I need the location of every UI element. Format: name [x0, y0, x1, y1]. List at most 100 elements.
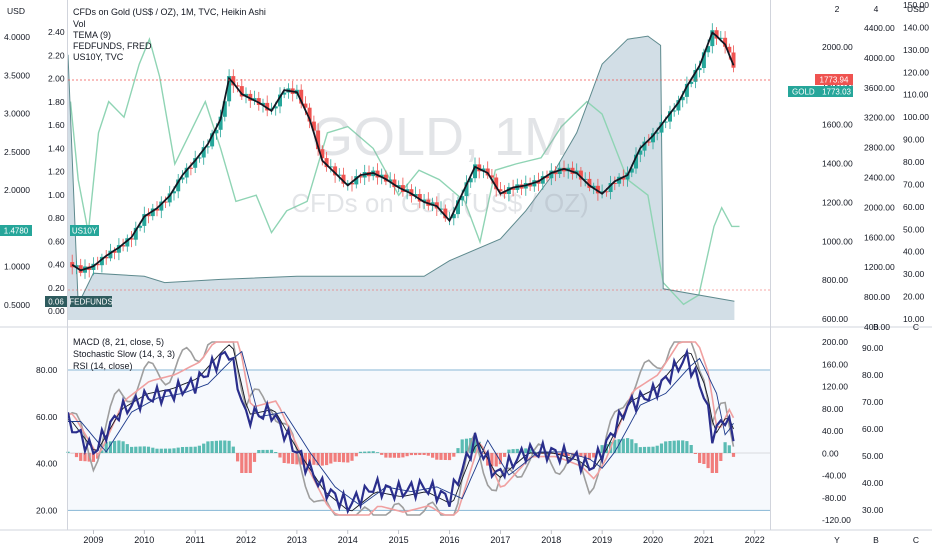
candle-body [282, 92, 287, 95]
corner-right-2: C [913, 322, 919, 332]
right-mid-tick: 1200.00 [864, 262, 895, 272]
macd-histogram-bar [227, 440, 231, 453]
candle-body [184, 167, 189, 178]
candle-body [125, 238, 130, 247]
usd-right-label: USD [907, 4, 925, 14]
macd-histogram-bar [248, 453, 252, 473]
right-outer-tick: 80.00 [903, 157, 925, 167]
candle-body [731, 52, 736, 68]
corner-bottom-2: B [873, 535, 879, 545]
macd-histogram-bar [83, 453, 87, 462]
macd-histogram-bar [418, 453, 422, 455]
candle-body [193, 158, 198, 168]
corner-bottom-3: C [913, 535, 919, 545]
candle-body [345, 183, 350, 184]
macd-histogram-bar [443, 453, 447, 460]
macd-histogram-bar [104, 441, 108, 453]
candle-body [133, 227, 138, 240]
gold-price-tick: 2000.00 [822, 42, 853, 52]
candle-body [629, 168, 634, 173]
macd-histogram-bar [579, 453, 583, 457]
macd-histogram-bar [91, 453, 95, 462]
macd-histogram-bar [180, 447, 185, 453]
candle-body [545, 176, 549, 179]
time-tick-label: 2015 [389, 535, 409, 545]
macd-histogram-bar [507, 449, 511, 453]
macd-histogram-bar [125, 444, 129, 453]
macd-histogram-bar [600, 445, 604, 453]
candle-body [604, 191, 609, 193]
macd-histogram-bar [384, 453, 388, 458]
candle-body [138, 225, 143, 228]
time-tick-label: 2012 [236, 535, 256, 545]
fedfunds-left-tag-bg [45, 296, 67, 307]
candle-body [659, 122, 664, 133]
left-inner-tick: 0.80 [48, 213, 65, 223]
macd-histogram-bar [358, 451, 363, 453]
macd-histogram-bar [257, 450, 261, 453]
corner-top-2: 4 [874, 4, 879, 14]
macd-histogram-bar [664, 441, 668, 453]
candle-body [600, 191, 605, 194]
candle-body [307, 107, 312, 122]
candle-body [701, 52, 706, 68]
macd-histogram-bar [100, 450, 104, 453]
candle-body [405, 189, 410, 192]
osc-right-tick: 50.00 [862, 451, 884, 461]
candle-body [481, 168, 486, 172]
candle-body [502, 191, 507, 195]
macd-histogram-bar [363, 451, 367, 453]
close-tag-value: 1773.03 [822, 88, 851, 97]
macd-histogram-bar [274, 452, 278, 453]
macd-histogram-bar [108, 441, 112, 453]
time-tick-label: 2021 [694, 535, 714, 545]
macd-histogram-bar [320, 453, 324, 466]
close-tag-symbol: GOLD [792, 88, 815, 97]
candle-body [188, 167, 193, 169]
macd-histogram-bar [117, 440, 121, 453]
right-outer-tick: 70.00 [903, 179, 925, 189]
macd-histogram-bar [668, 441, 672, 453]
macd-histogram-bar [464, 438, 469, 453]
macd-histogram-bar [333, 453, 337, 462]
rsi-line [66, 347, 735, 515]
macd-histogram-bar [685, 441, 689, 453]
corner-right-1: B [873, 322, 879, 332]
candle-body [642, 141, 647, 151]
candle-body [693, 70, 698, 82]
candle-body [278, 94, 282, 107]
oscillator-pane [66, 341, 770, 516]
left-inner-tick: 2.40 [48, 27, 65, 37]
candle-body [172, 191, 176, 194]
macd-histogram-bar [380, 453, 384, 455]
macd-histogram-bar [566, 453, 570, 456]
candle-body [222, 101, 227, 117]
candle-body [167, 193, 172, 203]
candle-body [672, 110, 677, 112]
osc-left-tick: 80.00 [36, 365, 58, 375]
candle-body [595, 185, 600, 194]
gold-price-tick: 600.00 [822, 314, 848, 324]
candle-body [337, 174, 342, 176]
candle-body [210, 133, 215, 147]
right-outer-tick: 90.00 [903, 135, 925, 145]
candle-body [676, 100, 681, 111]
candle-body [621, 176, 626, 180]
macd-histogram-bar [303, 453, 307, 465]
right-outer-tick: 50.00 [903, 224, 925, 234]
macd-histogram-bar [341, 453, 346, 463]
macd-histogram-bar [350, 453, 354, 461]
macd-histogram-bar [528, 449, 532, 453]
candle-body [311, 121, 316, 131]
macd-histogram-bar [592, 453, 596, 458]
candle-body [451, 214, 456, 219]
candle-body [104, 256, 109, 259]
macd-histogram-bar [515, 448, 519, 453]
time-tick-label: 2013 [287, 535, 307, 545]
macd-histogram-bar [151, 447, 155, 453]
macd-histogram-bar [236, 453, 240, 462]
legend-tema: TEMA (9) [73, 30, 111, 40]
gold-price-tick: 1400.00 [822, 159, 853, 169]
candle-body [99, 256, 104, 266]
fedfunds-area [68, 36, 735, 320]
